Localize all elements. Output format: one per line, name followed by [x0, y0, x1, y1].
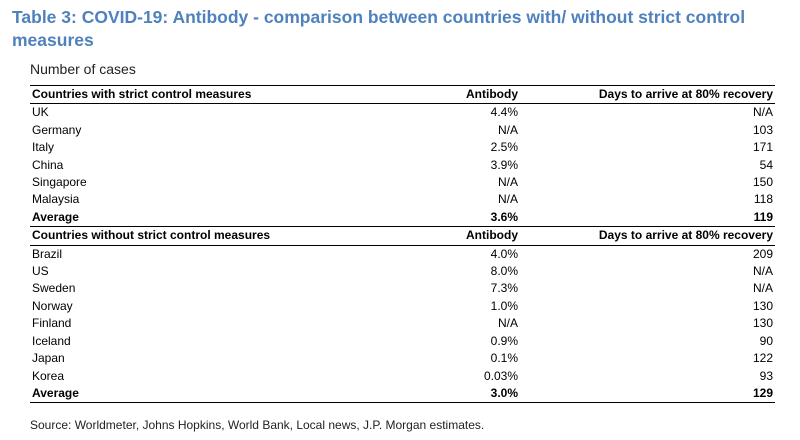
column-header-antibody: Antibody	[390, 84, 520, 105]
days-cell: N/A	[752, 105, 773, 120]
antibody-cell: N/A	[497, 192, 518, 207]
table-row: Sweden 7.3% N/A	[30, 280, 775, 297]
group-header-row-strict: Countries with strict control measures A…	[30, 84, 775, 105]
country-cell: Singapore	[32, 175, 87, 190]
antibody-cell: 4.0%	[490, 246, 518, 261]
days-cell: 93	[759, 368, 773, 383]
average-days: 119	[520, 208, 775, 228]
country-cell: Norway	[32, 298, 73, 313]
country-cell: Iceland	[32, 333, 71, 348]
days-cell: 122	[752, 351, 773, 366]
average-label: Average	[30, 208, 390, 228]
country-cell: Japan	[32, 351, 65, 366]
days-cell: 150	[752, 175, 773, 190]
column-header-country: Countries without strict control measure…	[30, 226, 390, 246]
days-cell: 54	[759, 157, 773, 172]
group-header-row-non-strict: Countries without strict control measure…	[30, 226, 775, 246]
days-cell: N/A	[752, 264, 773, 279]
table-row: Korea 0.03% 93	[30, 368, 775, 385]
average-antibody: 3.0%	[390, 384, 520, 404]
antibody-cell: 0.03%	[483, 368, 518, 383]
table-row: China 3.9% 54	[30, 157, 775, 174]
average-days: 129	[520, 384, 775, 404]
table-row: Singapore N/A 150	[30, 174, 775, 191]
country-cell: China	[32, 157, 64, 172]
table-row: Japan 0.1% 122	[30, 350, 775, 367]
antibody-cell: 4.4%	[490, 105, 518, 120]
country-cell: Brazil	[32, 246, 63, 261]
country-cell: Finland	[32, 316, 72, 331]
antibody-cell: N/A	[497, 316, 518, 331]
antibody-comparison-table: Countries with strict control measures A…	[30, 84, 775, 404]
table-row: UK 4.4% N/A	[30, 104, 775, 122]
table-row: Germany N/A 103	[30, 122, 775, 139]
column-header-country: Countries with strict control measures	[30, 84, 390, 105]
table-subtitle: Number of cases	[30, 61, 136, 77]
days-cell: 209	[752, 246, 773, 261]
days-cell: N/A	[752, 281, 773, 296]
days-cell: 130	[752, 298, 773, 313]
antibody-cell: 0.1%	[490, 351, 518, 366]
column-header-days: Days to arrive at 80% recovery	[520, 226, 775, 246]
country-cell: Sweden	[32, 281, 76, 296]
antibody-cell: N/A	[497, 122, 518, 137]
antibody-cell: 2.5%	[490, 140, 518, 155]
antibody-cell: 0.9%	[490, 333, 518, 348]
country-cell: Germany	[32, 122, 82, 137]
days-cell: 171	[752, 140, 773, 155]
days-cell: 103	[752, 122, 773, 137]
days-cell: 118	[753, 192, 773, 207]
average-row-strict: Average 3.6% 119	[30, 208, 775, 228]
column-header-antibody: Antibody	[390, 226, 520, 246]
average-antibody: 3.6%	[390, 208, 520, 228]
source-note: Source: Worldmeter, Johns Hopkins, World…	[30, 418, 485, 432]
country-cell: Malaysia	[32, 192, 80, 207]
table-row: Italy 2.5% 171	[30, 139, 775, 156]
days-cell: 130	[752, 316, 773, 331]
antibody-cell: 8.0%	[490, 264, 518, 279]
country-cell: Italy	[32, 140, 55, 155]
table-title: Table 3: COVID-19: Antibody - comparison…	[12, 7, 746, 50]
days-cell: 90	[759, 333, 773, 348]
antibody-cell: 7.3%	[490, 281, 518, 296]
average-row-non-strict: Average 3.0% 129	[30, 384, 775, 404]
antibody-cell: N/A	[497, 175, 518, 190]
country-cell: UK	[32, 105, 49, 120]
antibody-cell: 1.0%	[490, 298, 518, 313]
table-row: Brazil 4.0% 209	[30, 245, 775, 263]
table-row: Finland N/A 130	[30, 315, 775, 332]
table-row: US 8.0% N/A	[30, 263, 775, 280]
antibody-cell: 3.9%	[490, 157, 518, 172]
country-cell: US	[32, 264, 49, 279]
table-row: Malaysia N/A 118	[30, 191, 775, 208]
table-row: Norway 1.0% 130	[30, 298, 775, 315]
column-header-days: Days to arrive at 80% recovery	[520, 84, 775, 105]
country-cell: Korea	[32, 368, 65, 383]
average-label: Average	[30, 384, 390, 404]
table-row: Iceland 0.9% 90	[30, 333, 775, 350]
